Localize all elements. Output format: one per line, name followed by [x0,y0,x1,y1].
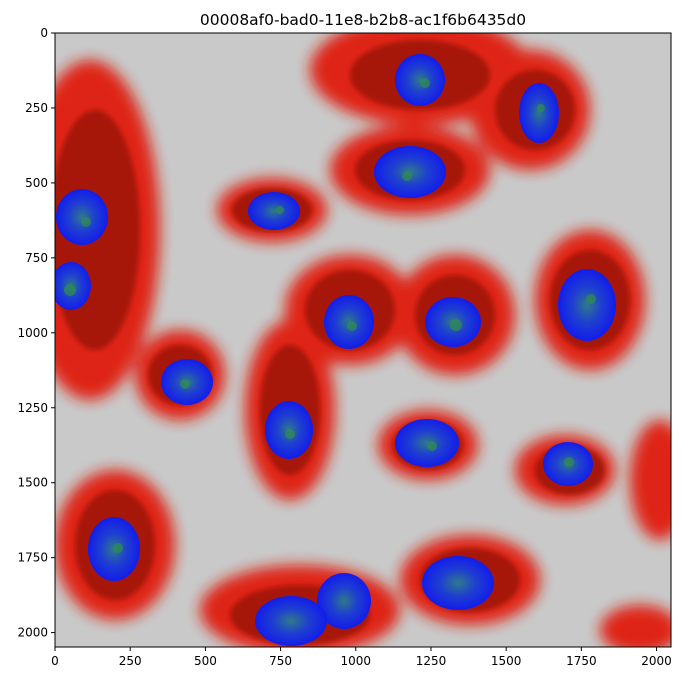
microscopy-image [55,33,671,647]
x-tick-label: 2000 [641,654,672,668]
plot-frame [54,32,672,648]
y-tick-label: 1750 [17,551,48,565]
y-tick-label: 1000 [17,326,48,340]
nucleus [519,83,559,143]
y-tick-label: 2000 [17,626,48,640]
nuclear-speckles [64,78,596,553]
x-tick-label: 1000 [341,654,372,668]
nucleus [56,189,108,245]
nucleus [248,192,300,230]
nucleus [558,269,616,341]
x-tick-label: 250 [119,654,142,668]
y-tick-label: 500 [25,176,48,190]
x-tick-label: 750 [269,654,292,668]
x-axis: 0 250 500 750 1000 1250 1500 1750 2000 [51,647,672,668]
nucleus [395,419,459,467]
nucleus [317,573,371,629]
y-tick-label: 1250 [17,401,48,415]
y-tick-label: 250 [25,101,48,115]
figure-title: 00008af0-bad0-11e8-b2b8-ac1f6b6435d0 [200,11,526,29]
y-tick-label: 0 [40,26,48,40]
nucleus [395,54,445,106]
x-tick-label: 1250 [416,654,447,668]
x-tick-label: 1500 [491,654,522,668]
x-tick-label: 1750 [566,654,597,668]
y-tick-label: 750 [25,251,48,265]
y-tick-label: 1500 [17,476,48,490]
x-tick-label: 500 [194,654,217,668]
x-tick-label: 0 [51,654,59,668]
nucleus [255,596,327,646]
nucleus [422,556,494,610]
y-axis: 0 250 500 750 1000 1250 1500 1750 2000 [17,26,55,640]
